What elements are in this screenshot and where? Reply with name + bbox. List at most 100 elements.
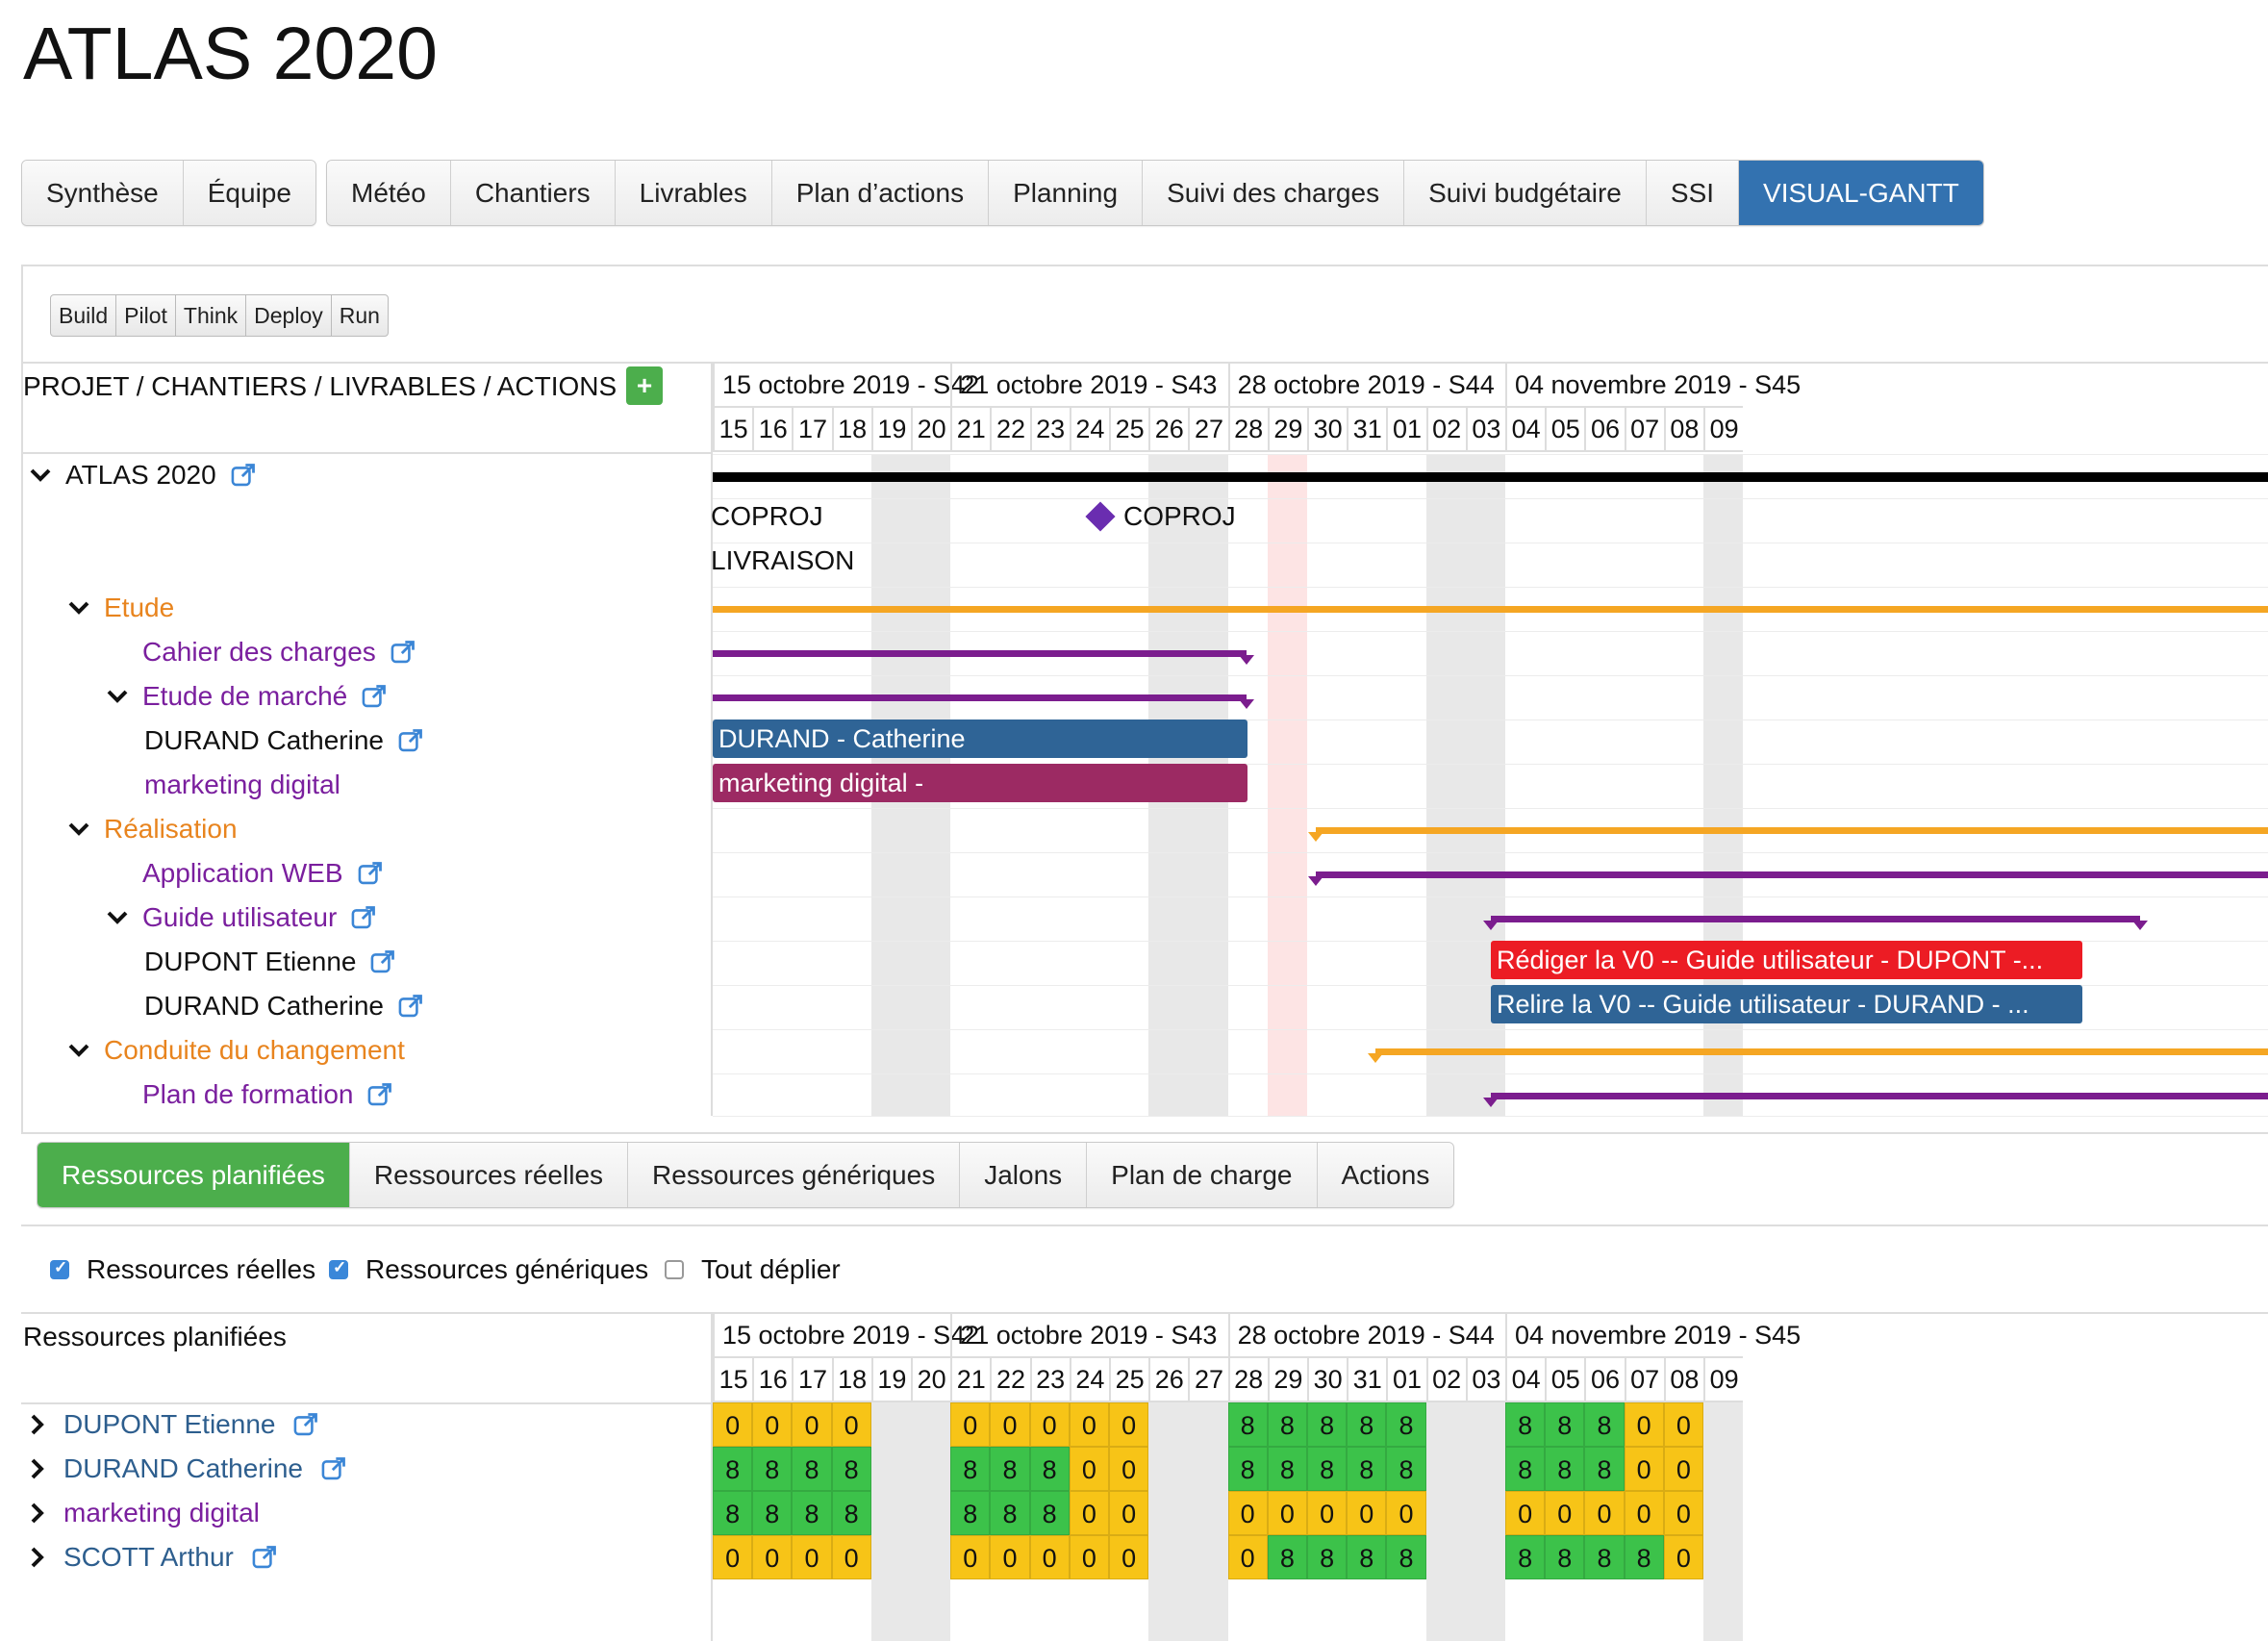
resource-tab-plan-de-charge[interactable]: Plan de charge	[1087, 1143, 1318, 1207]
day-header: 01	[1386, 1358, 1426, 1402]
tree-row-plan-de-formation[interactable]: Plan de formation	[106, 1075, 393, 1114]
weekend-column	[1188, 1402, 1228, 1641]
external-link-icon[interactable]	[357, 860, 384, 887]
external-link-icon[interactable]	[350, 904, 377, 931]
external-link-icon[interactable]	[320, 1455, 347, 1482]
day-header: 16	[752, 1358, 793, 1402]
tab-livrables[interactable]: Livrables	[615, 161, 772, 225]
chevron-down-icon[interactable]	[29, 467, 52, 484]
checkbox-ressources-reelles[interactable]: Ressources réelles	[50, 1249, 315, 1291]
chevron-down-icon[interactable]	[106, 909, 129, 926]
filter-pilot-button[interactable]: Pilot	[116, 295, 176, 336]
resource-tab-ressources-generiques[interactable]: Ressources génériques	[628, 1143, 961, 1207]
tree-label: Application WEB	[142, 858, 343, 888]
filter-run-button[interactable]: Run	[339, 303, 380, 328]
tree-row-durand-catherine[interactable]: DURAND Catherine	[144, 987, 424, 1025]
main-tabs-group-2: Météo Chantiers Livrables Plan d’actions Pla…	[326, 160, 1984, 226]
external-link-icon[interactable]	[397, 727, 424, 754]
chevron-right-icon[interactable]	[29, 1457, 46, 1480]
tree-row-durand-catherine[interactable]: DURAND Catherine	[144, 721, 424, 760]
task-bar[interactable]: Relire la V0 -- Guide utilisateur - DURA…	[1491, 985, 2082, 1023]
chevron-right-icon[interactable]	[29, 1502, 46, 1525]
load-cell: 0	[1227, 1491, 1268, 1535]
task-bar[interactable]: marketing digital -	[713, 764, 1247, 802]
task-bar[interactable]: Rédiger la V0 -- Guide utilisateur - DUP…	[1491, 941, 2082, 979]
filter-build-button[interactable]: Build	[51, 295, 117, 336]
tab-ssi[interactable]: SSI	[1646, 161, 1740, 225]
external-link-icon[interactable]	[397, 993, 424, 1020]
day-header: 17	[792, 1358, 832, 1402]
resource-tab-actions[interactable]: Actions	[1317, 1143, 1454, 1207]
resource-tab-jalons[interactable]: Jalons	[960, 1143, 1088, 1207]
filter-deploy-button[interactable]: Deploy	[246, 295, 332, 336]
chevron-down-icon[interactable]	[67, 1042, 90, 1059]
chevron-right-icon[interactable]	[29, 1413, 46, 1436]
weekend-column	[911, 1402, 951, 1641]
day-header: 02	[1425, 1358, 1466, 1402]
external-link-icon[interactable]	[366, 1081, 393, 1108]
resource-tab-ressources-reelles[interactable]: Ressources réelles	[349, 1143, 629, 1207]
task-bar[interactable]: DURAND - Catherine	[713, 720, 1247, 758]
tree-row-realisation[interactable]: Réalisation	[67, 810, 238, 848]
resource-row-scott-arthur[interactable]: SCOTT Arthur	[29, 1538, 278, 1577]
chevron-right-icon[interactable]	[29, 1546, 46, 1569]
load-cell: 0	[1624, 1402, 1664, 1447]
checkbox-checked-icon[interactable]	[329, 1258, 348, 1279]
external-link-icon[interactable]	[361, 683, 388, 710]
tree-row-guide-utilisateur[interactable]: Guide utilisateur	[106, 898, 377, 937]
resource-row-durand-catherine[interactable]: DURAND Catherine	[29, 1450, 347, 1488]
tree-label: Guide utilisateur	[142, 902, 338, 932]
external-link-icon[interactable]	[251, 1544, 278, 1571]
checkbox-checked-icon[interactable]	[50, 1258, 69, 1279]
load-cell: 8	[1227, 1447, 1268, 1491]
grid-header-label: Ressources planifiées	[23, 1322, 287, 1351]
checkbox-ressources-generiques[interactable]: Ressources génériques	[329, 1249, 648, 1291]
tab-meteo[interactable]: Météo	[327, 161, 451, 225]
tree-label: Plan de formation	[142, 1079, 354, 1109]
weekend-column	[1425, 1402, 1466, 1641]
external-link-icon[interactable]	[369, 948, 396, 975]
load-cell: 0	[1386, 1491, 1426, 1535]
chevron-down-icon[interactable]	[67, 599, 90, 617]
filter-think-button[interactable]: Think	[176, 295, 247, 336]
checkbox-tout-deplier[interactable]: Tout déplier	[665, 1249, 841, 1291]
load-cell: 8	[713, 1491, 753, 1535]
tab-planning[interactable]: Planning	[989, 161, 1144, 225]
load-cell: 8	[1347, 1402, 1387, 1447]
tree-row-etude[interactable]: Etude	[67, 589, 174, 627]
resource-name: DUPONT Etienne	[63, 1409, 276, 1439]
checkbox-unchecked-icon[interactable]	[665, 1260, 684, 1279]
external-link-icon[interactable]	[292, 1411, 319, 1438]
resource-row-marketing-digital[interactable]: marketing digital	[29, 1494, 260, 1532]
resource-row-dupont-etienne[interactable]: DUPONT Etienne	[29, 1405, 319, 1444]
tab-suivi-budgetaire[interactable]: Suivi budgétaire	[1404, 161, 1647, 225]
external-link-icon[interactable]	[390, 639, 416, 666]
chevron-down-icon[interactable]	[106, 688, 129, 705]
tree-label: Etude	[104, 593, 175, 622]
chevron-down-icon[interactable]	[67, 820, 90, 838]
tab-equipe[interactable]: Équipe	[183, 161, 315, 225]
tree-row-conduite-du-changement[interactable]: Conduite du changement	[67, 1031, 405, 1070]
tab-plan-d-actions[interactable]: Plan d’actions	[771, 161, 990, 225]
tree-row-marketing-digital[interactable]: marketing digital	[144, 766, 340, 804]
tree-row-application-web[interactable]: Application WEB	[106, 854, 384, 893]
load-cell: 0	[1347, 1491, 1387, 1535]
tab-suivi-des-charges[interactable]: Suivi des charges	[1143, 161, 1405, 225]
resource-name: SCOTT Arthur	[63, 1542, 234, 1572]
load-cell: 0	[713, 1402, 753, 1447]
tree-row-dupont-etienne[interactable]: DUPONT Etienne	[144, 943, 396, 981]
tree-row-cahier-des-charges[interactable]: Cahier des charges	[106, 633, 416, 671]
load-cell: 0	[1307, 1491, 1348, 1535]
add-item-button[interactable]: +	[626, 366, 663, 405]
tree-row-atlas-2020[interactable]: ATLAS 2020	[29, 456, 257, 494]
tree-row-etude-de-marche[interactable]: Etude de marché	[106, 677, 388, 716]
tree-label: Etude de marché	[142, 681, 348, 711]
external-link-icon[interactable]	[230, 462, 257, 489]
resource-tab-ressources-planifiees[interactable]: Ressources planifiées	[38, 1143, 350, 1207]
load-cell: 8	[1386, 1402, 1426, 1447]
tab-visual-gantt[interactable]: VISUAL-GANTT	[1739, 161, 1983, 225]
load-cell: 8	[1584, 1535, 1625, 1579]
day-header: 18	[831, 1358, 871, 1402]
tab-chantiers[interactable]: Chantiers	[450, 161, 616, 225]
tab-synthese[interactable]: Synthèse	[22, 161, 184, 225]
